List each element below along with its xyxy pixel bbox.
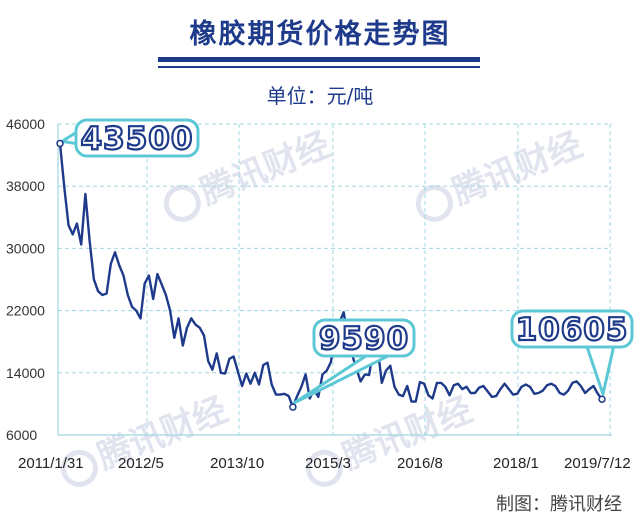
y-tick-label: 30000 (6, 240, 45, 256)
title-rule-thin (158, 66, 480, 68)
callout-label: 10605 (516, 312, 629, 348)
y-tick-label: 22000 (6, 303, 45, 319)
y-tick-label: 46000 (6, 116, 45, 132)
callout: 10605 (510, 309, 634, 403)
x-tick-label: 2011/1/31 (18, 455, 84, 472)
callout-label: 43500 (81, 121, 194, 157)
annotation-point (598, 395, 606, 403)
credit-text: 制图：腾讯财经 (496, 494, 622, 515)
unit-label: 单位：元/吨 (266, 84, 374, 108)
callout-tail (292, 352, 394, 405)
y-axis-labels: 46000 38000 30000 22000 14000 6000 (6, 116, 45, 443)
callout-group: 43500 9590 10605 (56, 118, 634, 411)
watermark-text: 腾讯财经 (195, 125, 336, 213)
callout: 9590 (289, 318, 416, 411)
callout-fill (317, 323, 411, 353)
series-group (58, 143, 603, 409)
x-tick-label: 2019/7/12 (564, 455, 631, 472)
callout: 43500 (56, 118, 200, 158)
title-rule-thick (158, 57, 480, 62)
watermark-text: 腾讯财经 (447, 125, 588, 213)
watermark: 腾讯财经 (60, 390, 233, 487)
y-tick-label: 6000 (6, 427, 37, 443)
x-tick-label: 2013/10 (210, 455, 264, 472)
callout-fill (79, 123, 195, 153)
watermark: 腾讯财经 (305, 390, 478, 487)
callout-fill (515, 314, 629, 344)
chart-title: 橡胶期货价格走势图 (189, 19, 451, 50)
annotation-point (289, 403, 297, 411)
chart-grid (57, 123, 612, 436)
y-tick-label: 14000 (6, 365, 45, 381)
x-tick-label: 2018/1 (493, 455, 539, 472)
series-line (58, 143, 603, 409)
annotation-point (56, 139, 64, 148)
watermark: 腾讯财经 (415, 125, 588, 222)
x-tick-label: 2012/5 (118, 455, 164, 472)
callout-label: 9590 (319, 321, 409, 357)
y-tick-label: 38000 (6, 178, 45, 194)
x-tick-label: 2016/8 (397, 455, 443, 472)
x-tick-label: 2015/3 (305, 455, 351, 472)
x-axis-labels: 2011/1/31 2012/5 2013/10 2015/3 2016/8 2018/1… (18, 455, 631, 472)
